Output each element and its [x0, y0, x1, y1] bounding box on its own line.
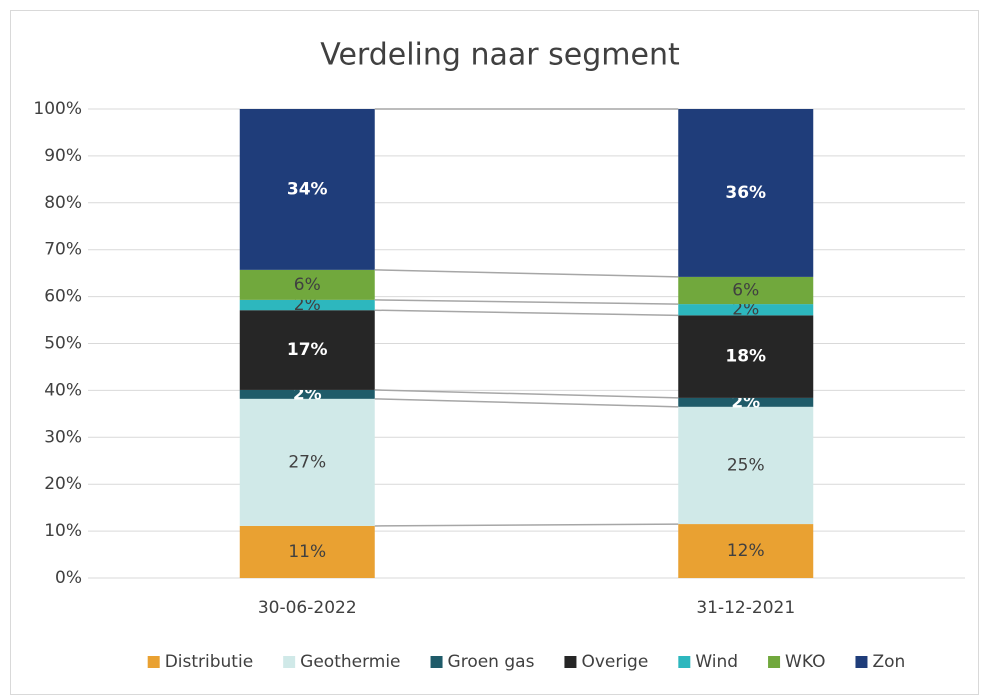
y-tick-label: 0%	[55, 568, 82, 588]
y-tick-label: 50%	[44, 334, 82, 354]
y-tick-label: 20%	[44, 474, 82, 494]
y-tick-label: 70%	[44, 240, 82, 260]
bar-segment	[678, 397, 814, 407]
legend-swatch	[768, 656, 781, 668]
legend-swatch	[430, 656, 443, 668]
series-line	[374, 523, 679, 527]
y-tick-label: 10%	[44, 521, 82, 541]
data-label: 25%	[727, 455, 765, 475]
data-label: 36%	[725, 183, 766, 203]
bar-segment	[239, 398, 375, 526]
x-tick-label: 31-12-2021	[696, 598, 795, 618]
legend-swatch	[564, 656, 577, 668]
y-tick-label: 40%	[44, 380, 82, 400]
chart-frame	[10, 10, 979, 695]
legend-label: WKO	[785, 652, 825, 672]
data-label: 18%	[725, 347, 766, 367]
legend-label: Overige	[581, 652, 648, 672]
data-label: 2%	[732, 300, 759, 320]
data-label: 2%	[294, 295, 321, 315]
y-tick-label: 60%	[44, 287, 82, 307]
y-tick-label: 100%	[33, 99, 82, 119]
bar-segment	[678, 315, 814, 398]
series-line	[374, 299, 679, 305]
legend-label: Geothermie	[300, 652, 400, 672]
bar-segment	[239, 389, 375, 399]
series-line	[374, 269, 679, 278]
bar-segment	[678, 406, 814, 525]
y-tick-label: 30%	[44, 427, 82, 447]
data-label: 17%	[287, 340, 328, 360]
bar-segment	[239, 299, 375, 311]
bar-segment	[678, 276, 814, 305]
chart-title: Verdeling naar segment	[320, 38, 680, 73]
series-line	[374, 309, 679, 317]
series-line	[374, 398, 679, 408]
y-tick-label: 90%	[44, 146, 82, 166]
x-tick-label: 30-06-2022	[258, 598, 357, 618]
data-label: 11%	[288, 542, 326, 562]
data-label: 12%	[727, 541, 765, 561]
legend-label: Wind	[695, 652, 738, 672]
legend-label: Groen gas	[448, 652, 535, 672]
bar-segment	[678, 524, 814, 578]
bar-segment	[239, 310, 375, 390]
legend-label: Zon	[872, 652, 905, 672]
legend-label: Distributie	[165, 652, 253, 672]
bar-segment	[678, 304, 814, 316]
data-label: 6%	[294, 275, 321, 295]
data-label: 6%	[732, 281, 759, 301]
legend-swatch	[147, 656, 160, 668]
y-tick-label: 80%	[44, 193, 82, 213]
series-line	[374, 389, 679, 399]
bar-segment	[239, 525, 375, 578]
bar-segment	[678, 109, 814, 277]
data-label: 34%	[287, 179, 328, 199]
bar-segment	[239, 269, 375, 300]
legend-swatch	[678, 656, 691, 668]
legend-swatch	[855, 656, 868, 668]
data-label: 27%	[288, 452, 326, 472]
bar-segment	[239, 109, 375, 270]
legend-swatch	[283, 656, 296, 668]
